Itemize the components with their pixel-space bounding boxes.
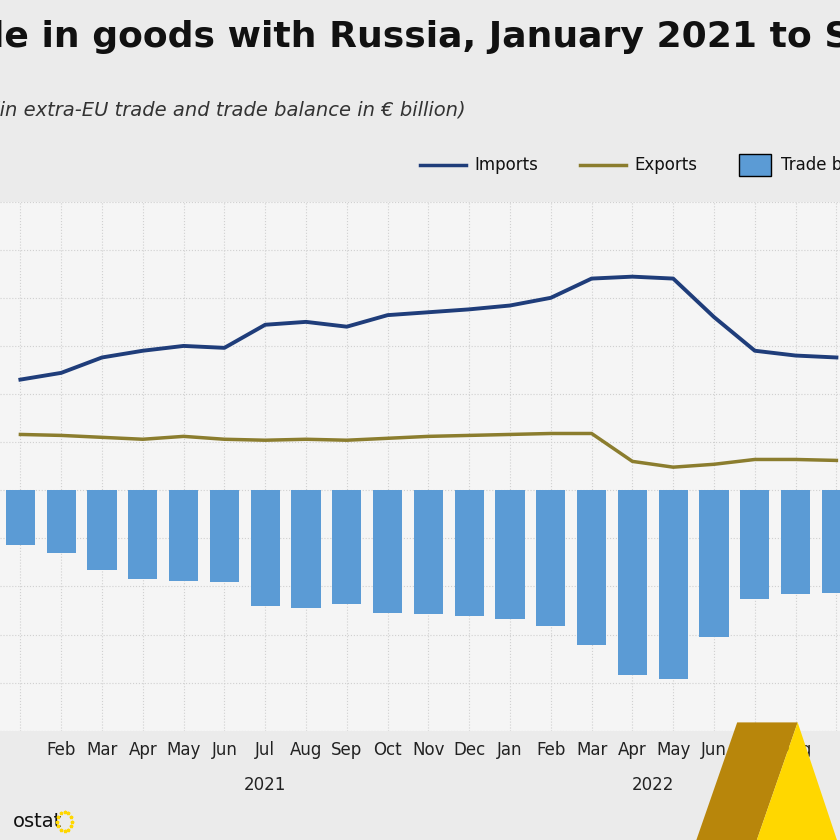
- Bar: [46, 491, 76, 553]
- Bar: [87, 491, 117, 570]
- Text: Aug: Aug: [780, 741, 811, 759]
- Text: Feb: Feb: [536, 741, 565, 759]
- Text: Feb: Feb: [46, 741, 76, 759]
- Text: Aug: Aug: [290, 741, 323, 759]
- Bar: [822, 491, 840, 593]
- Bar: [6, 491, 35, 545]
- Bar: [169, 491, 198, 580]
- Bar: [659, 491, 688, 679]
- FancyBboxPatch shape: [739, 155, 771, 176]
- Text: Imports: Imports: [475, 156, 538, 175]
- Bar: [454, 491, 484, 617]
- Bar: [414, 491, 443, 614]
- Text: ostat: ostat: [13, 811, 62, 831]
- Text: Apr: Apr: [129, 741, 157, 759]
- Text: Jun: Jun: [701, 741, 727, 759]
- Bar: [332, 491, 361, 604]
- Text: Jun: Jun: [212, 741, 238, 759]
- Bar: [617, 491, 647, 675]
- Text: May: May: [166, 741, 201, 759]
- Text: (in extra-EU trade and trade balance in € billion): (in extra-EU trade and trade balance in …: [0, 101, 465, 120]
- Bar: [250, 491, 280, 606]
- Bar: [700, 491, 728, 638]
- Text: Trade ba: Trade ba: [781, 156, 840, 175]
- Text: Exports: Exports: [634, 156, 697, 175]
- Text: Jan: Jan: [497, 741, 522, 759]
- Text: Apr: Apr: [618, 741, 647, 759]
- Bar: [496, 491, 525, 619]
- Bar: [781, 491, 811, 594]
- Text: Jul: Jul: [255, 741, 276, 759]
- Text: Oct: Oct: [373, 741, 402, 759]
- Text: 2021: 2021: [244, 776, 286, 795]
- Bar: [291, 491, 321, 607]
- Text: Dec: Dec: [453, 741, 486, 759]
- Bar: [740, 491, 769, 599]
- Bar: [373, 491, 402, 613]
- Text: Mar: Mar: [87, 741, 118, 759]
- Text: May: May: [656, 741, 690, 759]
- Text: Nov: Nov: [412, 741, 444, 759]
- Bar: [536, 491, 565, 626]
- Polygon shape: [757, 722, 837, 840]
- Text: 2022: 2022: [632, 776, 674, 795]
- Text: Jul: Jul: [745, 741, 764, 759]
- Text: Sep: Sep: [331, 741, 362, 759]
- Text: Mar: Mar: [576, 741, 607, 759]
- Bar: [210, 491, 239, 581]
- Text: le in goods with Russia, January 2021 to September 2022: le in goods with Russia, January 2021 to…: [0, 20, 840, 54]
- Bar: [129, 491, 157, 579]
- Bar: [577, 491, 606, 645]
- Polygon shape: [696, 722, 798, 840]
